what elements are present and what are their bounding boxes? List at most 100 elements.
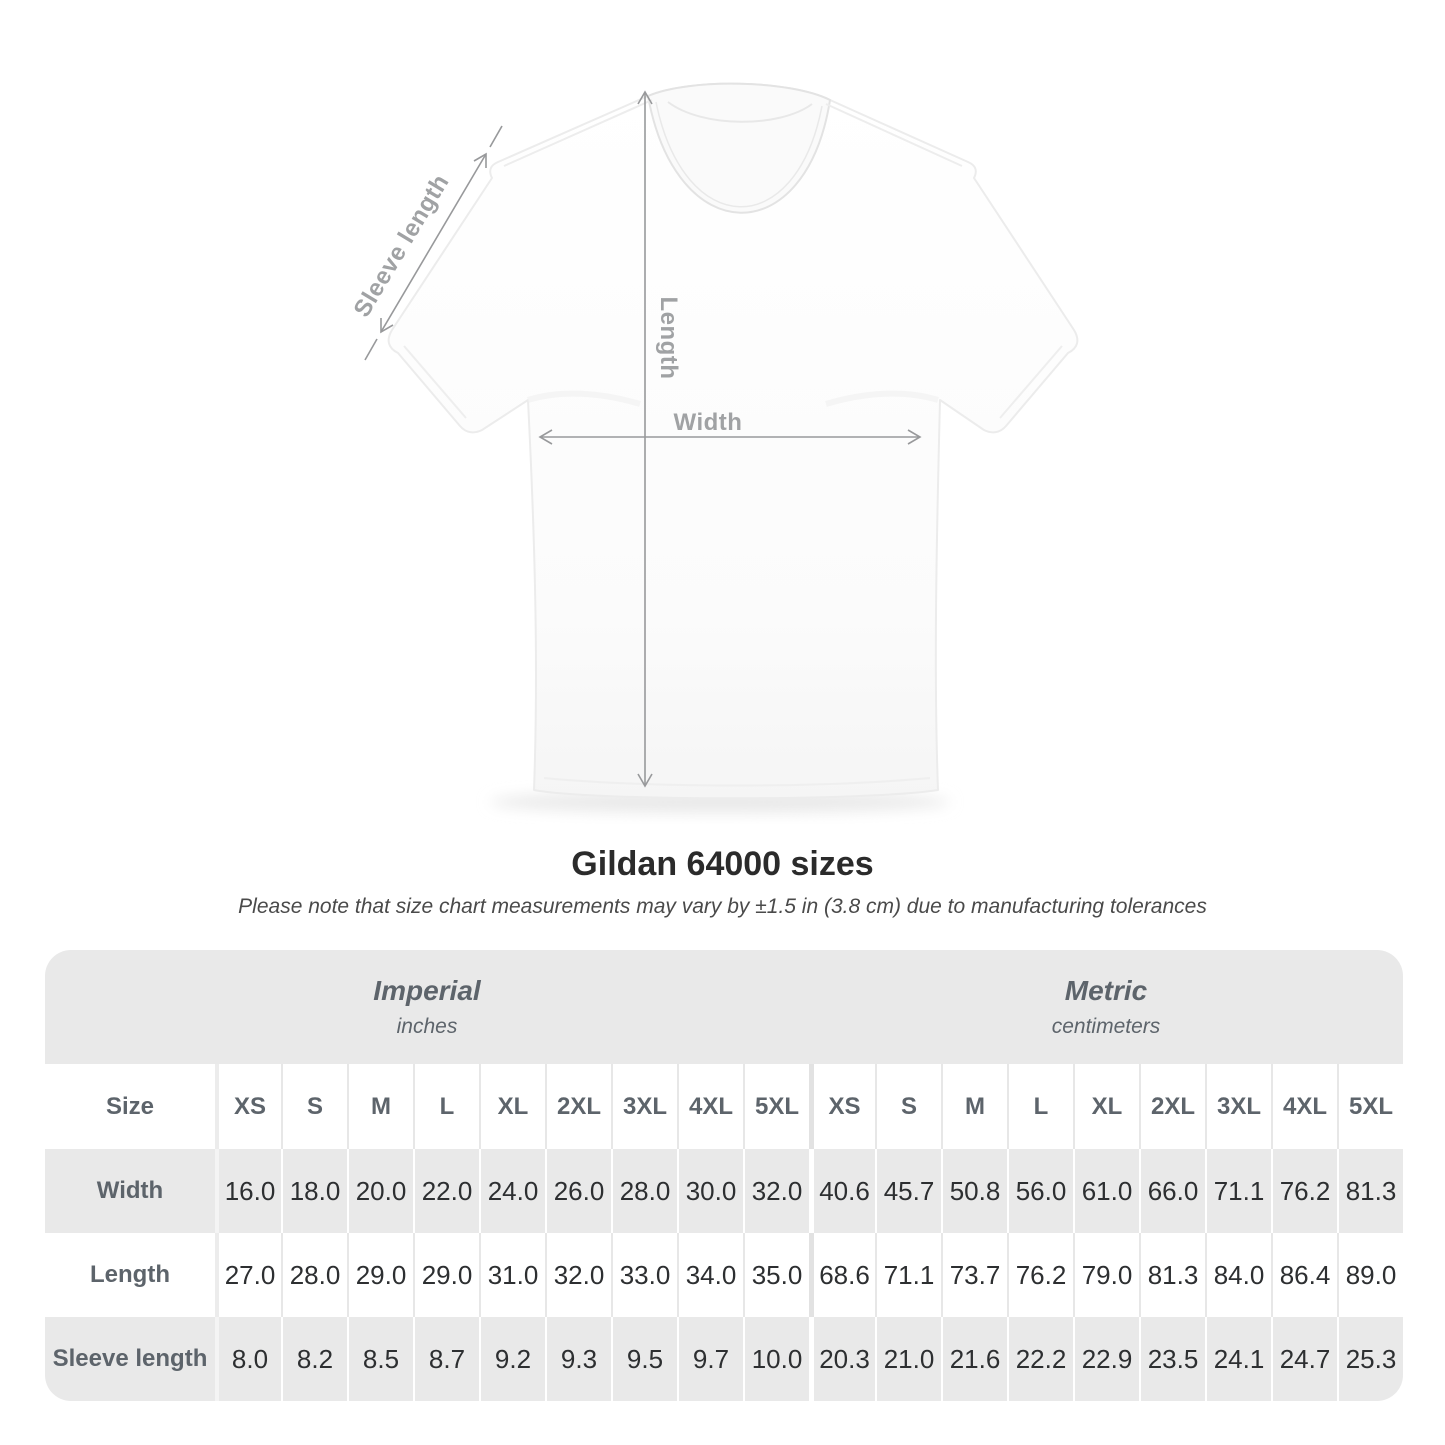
value-cell: 21.6 — [941, 1317, 1007, 1401]
imperial-header: Imperial inches — [45, 950, 809, 1064]
tolerance-note: Please note that size chart measurements… — [238, 895, 1207, 918]
value-cell: 9.7 — [677, 1317, 743, 1401]
value-cell: 33.0 — [611, 1233, 677, 1317]
width-arrow — [538, 429, 922, 445]
size-col-header: 4XL — [1271, 1064, 1337, 1149]
size-col-header: S — [281, 1064, 347, 1149]
collar-inner-edge — [667, 101, 813, 123]
imperial-title: Imperial — [373, 975, 481, 1006]
value-cell: 18.0 — [281, 1149, 347, 1233]
value-cell: 22.2 — [1007, 1317, 1073, 1401]
size-col-header: 3XL — [1205, 1064, 1271, 1149]
size-col-header: L — [1007, 1064, 1073, 1149]
value-cell: 35.0 — [743, 1233, 809, 1317]
value-cell: 8.2 — [281, 1317, 347, 1401]
value-cell: 68.6 — [809, 1233, 875, 1317]
sleeve-arrow — [364, 125, 503, 361]
imperial-unit: inches — [396, 1015, 458, 1038]
size-col-header: 3XL — [611, 1064, 677, 1149]
size-col-header: S — [875, 1064, 941, 1149]
value-cell: 28.0 — [281, 1233, 347, 1317]
row-label: Sleeve length — [52, 1345, 208, 1372]
size-col-header: XL — [1073, 1064, 1139, 1149]
value-cell: 84.0 — [1205, 1233, 1271, 1317]
value-cell: 32.0 — [545, 1233, 611, 1317]
value-cell: 9.5 — [611, 1317, 677, 1401]
table-row: Length 27.0 28.0 29.0 29.0 31.0 32.0 33.0 34.0 35… — [45, 1233, 1403, 1317]
page-title: Gildan 64000 sizes — [571, 845, 874, 883]
width-measure-label: Width — [673, 409, 743, 436]
value-cell: 81.3 — [1139, 1233, 1205, 1317]
row-label: Length — [90, 1261, 170, 1288]
value-cell: 40.6 — [809, 1149, 875, 1233]
table-row: Width 16.0 18.0 20.0 22.0 24.0 26.0 28.0 30.0 32.… — [45, 1149, 1403, 1233]
value-cell: 20.3 — [809, 1317, 875, 1401]
metric-unit: centimeters — [1051, 1015, 1161, 1038]
value-cell: 73.7 — [941, 1233, 1007, 1317]
value-cell: 22.0 — [413, 1149, 479, 1233]
value-cell: 21.0 — [875, 1317, 941, 1401]
value-cell: 20.0 — [347, 1149, 413, 1233]
value-cell: 76.2 — [1007, 1233, 1073, 1317]
size-col-header: XS — [215, 1064, 281, 1149]
size-col-header: 2XL — [1139, 1064, 1205, 1149]
value-cell: 29.0 — [347, 1233, 413, 1317]
value-cell: 81.3 — [1337, 1149, 1403, 1233]
value-cell: 29.0 — [413, 1233, 479, 1317]
value-cell: 16.0 — [215, 1149, 281, 1233]
value-cell: 28.0 — [611, 1149, 677, 1233]
metric-title: Metric — [1064, 975, 1148, 1006]
value-cell: 66.0 — [1139, 1149, 1205, 1233]
value-cell: 22.9 — [1073, 1317, 1139, 1401]
size-col-header: 5XL — [743, 1064, 809, 1149]
value-cell: 71.1 — [875, 1233, 941, 1317]
tshirt-photo — [364, 82, 1079, 813]
shade-left — [527, 390, 641, 407]
size-col-header: 2XL — [545, 1064, 611, 1149]
value-cell: 9.2 — [479, 1317, 545, 1401]
value-cell: 23.5 — [1139, 1317, 1205, 1401]
value-cell: 8.5 — [347, 1317, 413, 1401]
value-cell: 86.4 — [1271, 1233, 1337, 1317]
value-cell: 9.3 — [545, 1317, 611, 1401]
size-chart-table: Imperial inches Metric centimeters Size … — [45, 950, 1403, 1401]
value-cell: 24.1 — [1205, 1317, 1271, 1401]
table-body: Width 16.0 18.0 20.0 22.0 24.0 26.0 28.0 30.0 32.… — [45, 1149, 1403, 1401]
value-cell: 34.0 — [677, 1233, 743, 1317]
value-cell: 25.3 — [1337, 1317, 1403, 1401]
row-label: Width — [96, 1177, 164, 1204]
value-cell: 10.0 — [743, 1317, 809, 1401]
size-col-header: 5XL — [1337, 1064, 1403, 1149]
value-cell: 50.8 — [941, 1149, 1007, 1233]
value-cell: 24.0 — [479, 1149, 545, 1233]
value-cell: 30.0 — [677, 1149, 743, 1233]
value-cell: 76.2 — [1271, 1149, 1337, 1233]
size-col-header: 4XL — [677, 1064, 743, 1149]
table-row: Sleeve length 8.0 8.2 8.5 8.7 9.2 9.3 9.5 9.7 10.… — [45, 1317, 1403, 1401]
tshirt-figure: Width Length Sleeve length — [348, 82, 1079, 813]
right-sleeve-seam — [999, 345, 1063, 419]
value-cell: 61.0 — [1073, 1149, 1139, 1233]
value-cell: 27.0 — [215, 1233, 281, 1317]
left-shoulder-seam — [503, 99, 653, 167]
value-cell: 56.0 — [1007, 1149, 1073, 1233]
value-cell: 32.0 — [743, 1149, 809, 1233]
value-cell: 79.0 — [1073, 1233, 1139, 1317]
value-cell: 8.7 — [413, 1317, 479, 1401]
shirt-body — [387, 82, 1079, 800]
value-cell: 71.1 — [1205, 1149, 1271, 1233]
size-col-header: XS — [809, 1064, 875, 1149]
metric-header: Metric centimeters — [809, 950, 1403, 1064]
value-cell: 8.0 — [215, 1317, 281, 1401]
value-cell: 89.0 — [1337, 1233, 1403, 1317]
size-col-header: L — [413, 1064, 479, 1149]
size-col-header: M — [347, 1064, 413, 1149]
size-col-header: XL — [479, 1064, 545, 1149]
left-sleeve-seam — [403, 345, 467, 419]
value-cell: 31.0 — [479, 1233, 545, 1317]
collar-stitch — [655, 101, 823, 208]
value-cell: 24.7 — [1271, 1317, 1337, 1401]
value-cell: 26.0 — [545, 1149, 611, 1233]
size-row-label: Size — [105, 1092, 155, 1120]
hem-seam — [543, 777, 931, 787]
